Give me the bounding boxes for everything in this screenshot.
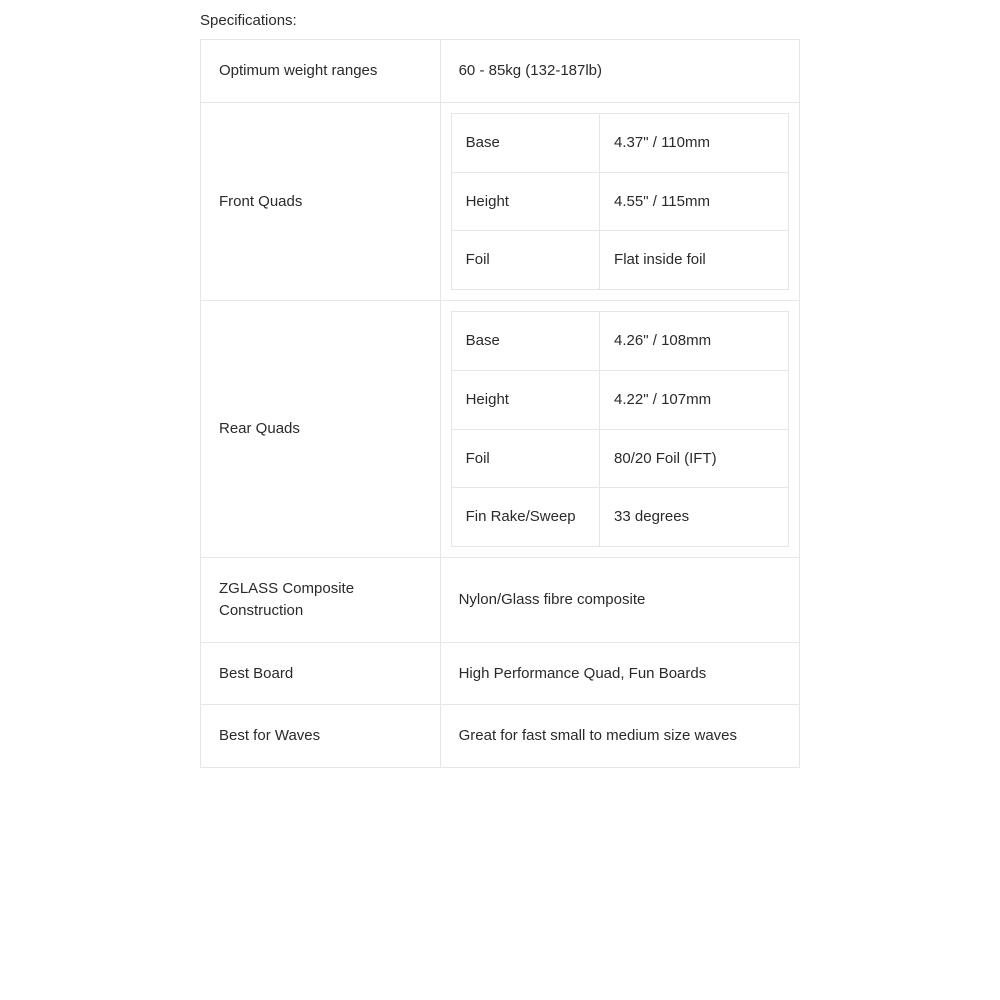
inner-key: Base — [451, 113, 599, 172]
spec-value: 60 - 85kg (132-187lb) — [440, 40, 799, 103]
table-row: Best Board High Performance Quad, Fun Bo… — [201, 642, 800, 705]
inner-key: Fin Rake/Sweep — [451, 488, 599, 547]
spec-label: Rear Quads — [201, 301, 441, 558]
inner-key: Foil — [451, 429, 599, 488]
spec-label: Best for Waves — [201, 705, 441, 768]
table-row: Best for Waves Great for fast small to m… — [201, 705, 800, 768]
inner-key: Foil — [451, 231, 599, 290]
spec-nested: Base 4.26" / 108mm Height 4.22" / 107mm … — [440, 301, 799, 558]
table-row: Rear Quads Base 4.26" / 108mm Height 4.2… — [201, 301, 800, 558]
inner-val: 4.37" / 110mm — [600, 113, 789, 172]
inner-val: 4.26" / 108mm — [600, 312, 789, 371]
table-row: ZGLASS Composite Construction Nylon/Glas… — [201, 558, 800, 643]
spec-table: Optimum weight ranges 60 - 85kg (132-187… — [200, 39, 800, 768]
table-row: Foil Flat inside foil — [451, 231, 788, 290]
inner-key: Height — [451, 172, 599, 231]
spec-title: Specifications: — [200, 12, 800, 29]
table-row: Fin Rake/Sweep 33 degrees — [451, 488, 788, 547]
spec-label: Best Board — [201, 642, 441, 705]
table-row: Base 4.26" / 108mm — [451, 312, 788, 371]
spec-value: High Performance Quad, Fun Boards — [440, 642, 799, 705]
inner-table-front: Base 4.37" / 110mm Height 4.55" / 115mm … — [451, 113, 789, 290]
spec-nested: Base 4.37" / 110mm Height 4.55" / 115mm … — [440, 102, 799, 300]
table-row: Optimum weight ranges 60 - 85kg (132-187… — [201, 40, 800, 103]
table-row: Base 4.37" / 110mm — [451, 113, 788, 172]
inner-val: 80/20 Foil (IFT) — [600, 429, 789, 488]
table-row: Front Quads Base 4.37" / 110mm Height 4.… — [201, 102, 800, 300]
inner-key: Base — [451, 312, 599, 371]
spec-label: Front Quads — [201, 102, 441, 300]
spec-value: Great for fast small to medium size wave… — [440, 705, 799, 768]
inner-val: 33 degrees — [600, 488, 789, 547]
spec-value: Nylon/Glass fibre composite — [440, 558, 799, 643]
inner-table-rear: Base 4.26" / 108mm Height 4.22" / 107mm … — [451, 311, 789, 547]
spec-label: Optimum weight ranges — [201, 40, 441, 103]
inner-val: Flat inside foil — [600, 231, 789, 290]
inner-val: 4.55" / 115mm — [600, 172, 789, 231]
table-row: Foil 80/20 Foil (IFT) — [451, 429, 788, 488]
inner-key: Height — [451, 370, 599, 429]
inner-val: 4.22" / 107mm — [600, 370, 789, 429]
spec-label: ZGLASS Composite Construction — [201, 558, 441, 643]
table-row: Height 4.55" / 115mm — [451, 172, 788, 231]
table-row: Height 4.22" / 107mm — [451, 370, 788, 429]
